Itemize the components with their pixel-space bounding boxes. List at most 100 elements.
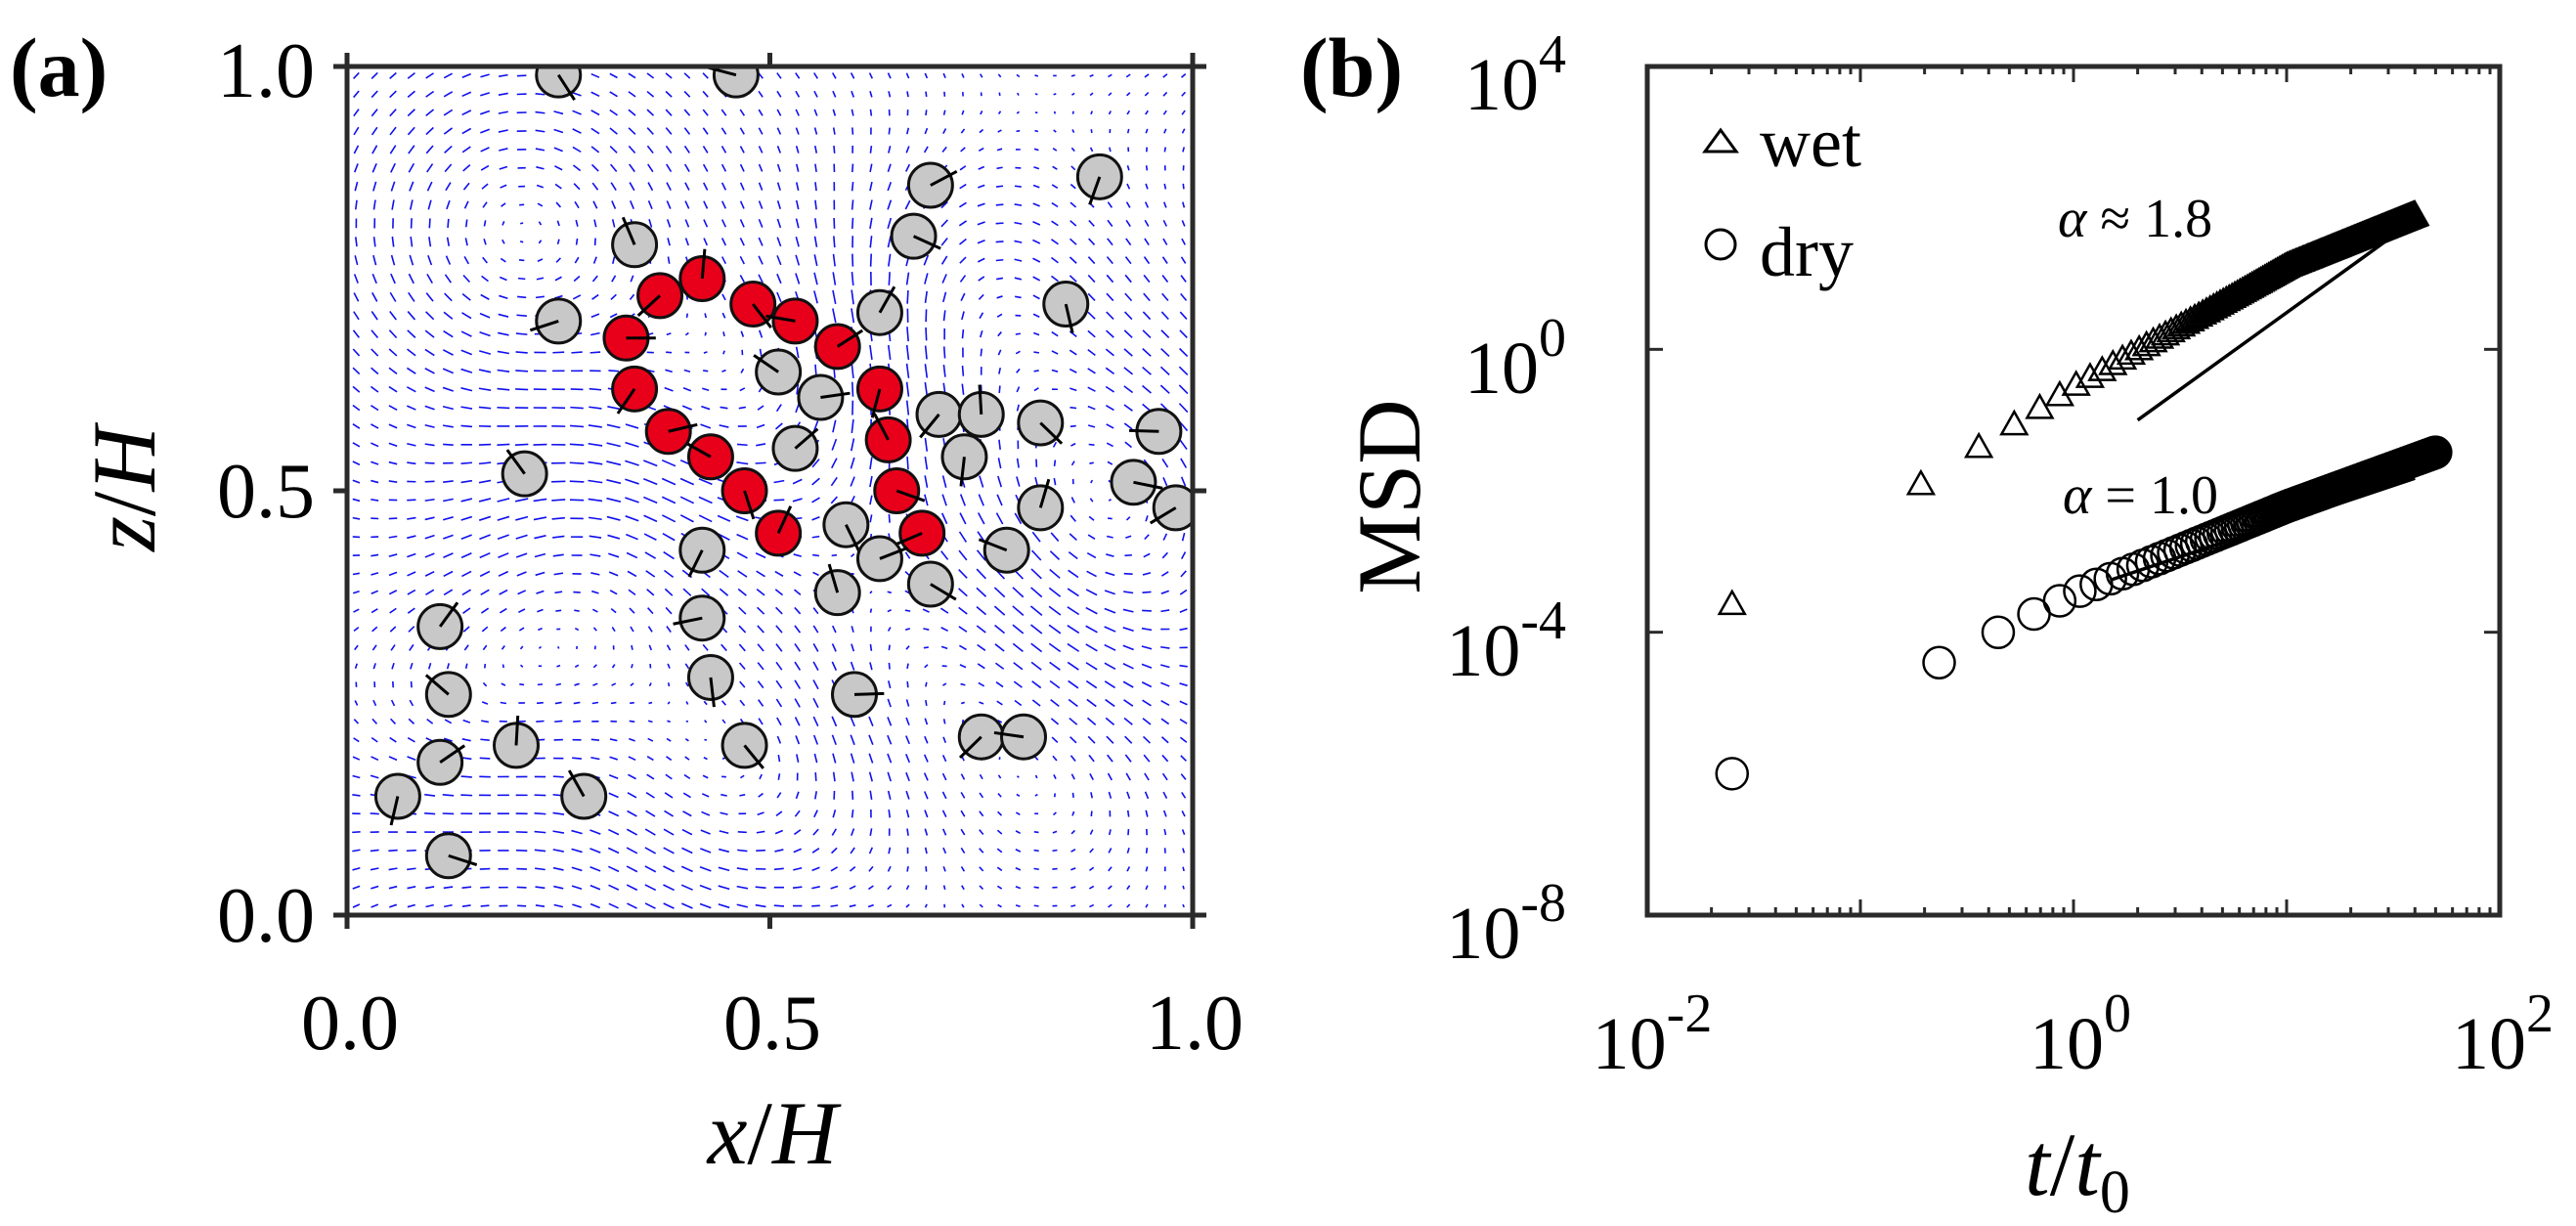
velocity-arrow	[1048, 605, 1062, 616]
velocity-arrow	[1163, 903, 1166, 908]
velocity-arrow	[961, 885, 965, 891]
velocity-arrow	[1106, 553, 1114, 557]
velocity-arrow	[478, 479, 492, 484]
velocity-arrow	[905, 771, 910, 782]
velocity-arrow	[923, 772, 929, 781]
velocity-arrow	[1033, 904, 1039, 907]
velocity-arrow	[1161, 292, 1169, 302]
velocity-arrow	[851, 553, 855, 558]
velocity-arrow	[683, 163, 690, 172]
velocity-arrow	[425, 311, 435, 321]
velocity-arrow	[408, 718, 415, 724]
y-axis-label-main: z	[74, 516, 174, 553]
velocity-arrow	[538, 645, 542, 649]
velocity-arrow	[980, 110, 983, 115]
velocity-arrow	[1143, 292, 1151, 302]
velocity-arrow	[666, 163, 673, 173]
velocity-arrow	[1031, 680, 1042, 689]
velocity-arrow	[869, 163, 873, 173]
velocity-arrow	[979, 866, 984, 872]
velocity-arrow	[552, 849, 564, 853]
particle-orientation	[636, 294, 662, 317]
velocity-arrow	[1069, 533, 1077, 542]
velocity-arrow	[481, 183, 489, 190]
velocity-arrow	[755, 551, 766, 559]
velocity-arrow	[553, 147, 563, 153]
velocity-arrow	[461, 738, 471, 742]
particle-orientation	[870, 388, 882, 418]
velocity-arrow	[887, 609, 892, 613]
particle-orientation	[743, 490, 756, 520]
velocity-arrow	[869, 109, 873, 116]
velocity-arrow	[905, 344, 910, 361]
velocity-arrow	[371, 385, 379, 393]
velocity-arrow	[722, 331, 725, 337]
velocity-arrow	[1089, 498, 1094, 503]
velocity-arrow	[389, 90, 397, 99]
velocity-arrow	[589, 387, 602, 391]
velocity-arrow	[1106, 274, 1114, 284]
velocity-arrow	[461, 127, 472, 135]
velocity-arrow	[591, 701, 599, 705]
velocity-arrow	[646, 145, 654, 154]
velocity-arrow	[1085, 643, 1098, 652]
velocity-arrow	[700, 829, 711, 835]
velocity-arrow	[1144, 772, 1150, 781]
velocity-arrow	[976, 587, 987, 597]
particle-orientation	[687, 549, 704, 578]
velocity-arrow	[647, 163, 654, 173]
velocity-arrow	[758, 109, 764, 116]
velocity-arrow	[1106, 735, 1114, 744]
velocity-arrow	[572, 903, 582, 908]
velocity-arrow	[832, 272, 837, 285]
velocity-arrow	[700, 848, 712, 854]
velocity-arrow	[536, 590, 545, 594]
velocity-arrow	[497, 350, 509, 355]
velocity-arrow	[590, 572, 600, 576]
velocity-arrow	[1052, 830, 1058, 834]
velocity-arrow	[1178, 384, 1189, 395]
velocity-arrow	[755, 886, 766, 890]
velocity-arrow	[554, 720, 563, 723]
velocity-arrow	[424, 348, 435, 357]
velocity-arrow	[500, 701, 507, 705]
velocity-arrow	[1105, 329, 1114, 338]
velocity-arrow	[680, 884, 693, 891]
particle-orientation	[959, 457, 966, 487]
velocity-arrow	[998, 385, 1001, 394]
velocity-arrow	[1070, 904, 1076, 907]
x-axis-label: x/H	[706, 1083, 842, 1183]
velocity-arrow	[1070, 829, 1076, 835]
velocity-arrow	[851, 771, 854, 782]
velocity-arrow	[961, 73, 965, 78]
velocity-arrow	[553, 128, 564, 134]
velocity-arrow	[775, 661, 783, 671]
velocity-arrow	[812, 571, 819, 577]
velocity-arrow	[611, 200, 617, 209]
velocity-arrow	[590, 331, 600, 336]
velocity-arrow	[833, 236, 836, 248]
velocity-arrow	[758, 699, 764, 707]
velocity-arrow	[666, 182, 672, 192]
velocity-arrow	[1015, 830, 1022, 835]
velocity-arrow	[665, 145, 673, 154]
velocity-arrow	[905, 699, 910, 707]
velocity-arrow	[644, 902, 656, 909]
velocity-arrow	[851, 163, 854, 173]
velocity-arrow	[851, 127, 854, 135]
velocity-arrow	[552, 553, 564, 557]
velocity-arrow	[371, 348, 379, 357]
velocity-arrow	[626, 884, 638, 892]
velocity-arrow	[444, 292, 453, 302]
velocity-arrow	[812, 607, 819, 615]
velocity-arrow	[939, 607, 949, 614]
velocity-arrow	[499, 148, 508, 152]
velocity-arrow	[371, 162, 377, 173]
gray-particle	[855, 288, 903, 336]
velocity-arrow	[1090, 479, 1094, 484]
velocity-arrow	[997, 349, 1002, 356]
velocity-arrow	[444, 719, 453, 724]
velocity-arrow	[1106, 256, 1113, 265]
velocity-arrow	[444, 163, 453, 173]
velocity-arrow	[795, 145, 800, 153]
